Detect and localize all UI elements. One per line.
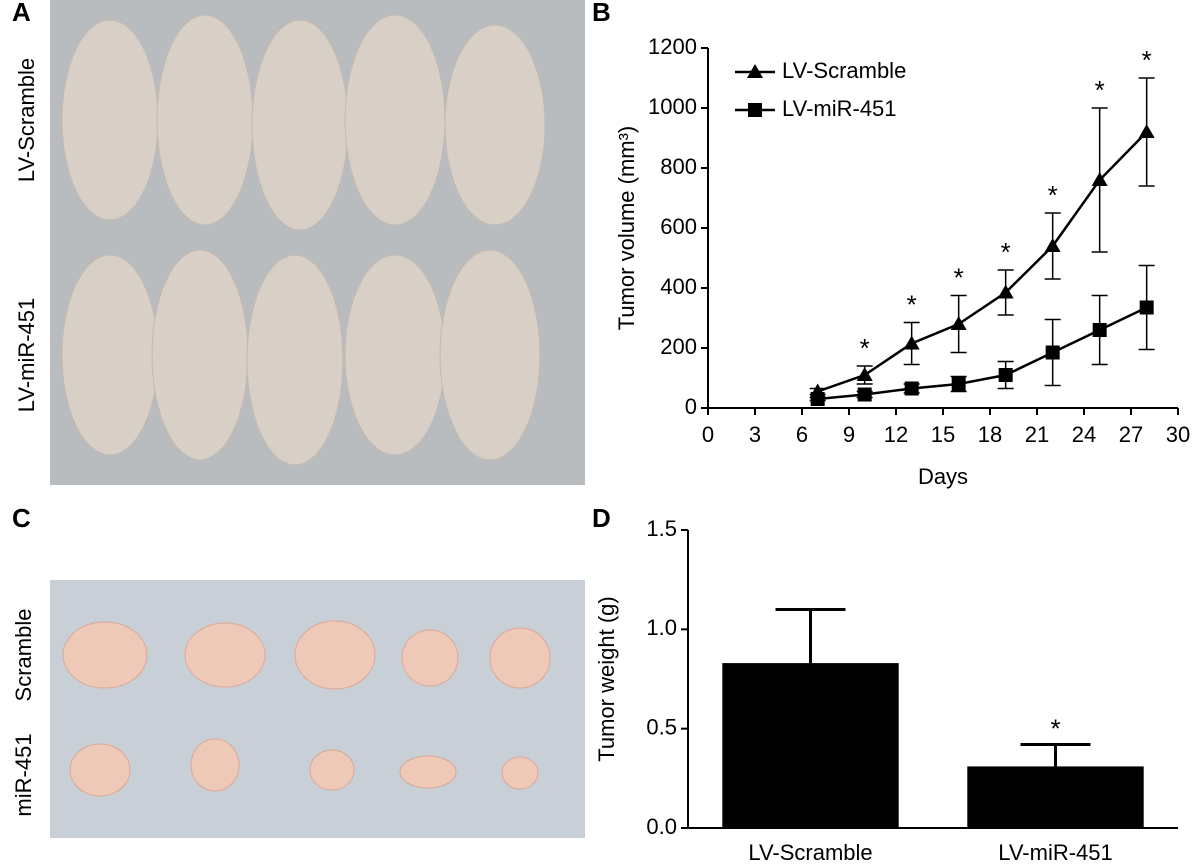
y-tick-label: 600 (660, 214, 697, 239)
x-tick-label: LV-miR-451 (998, 840, 1113, 865)
line (817, 306, 1148, 401)
legend-marker (747, 64, 763, 78)
marker (1138, 124, 1155, 138)
error-bar (775, 607, 846, 664)
legend-label: LV-Scramble (782, 58, 906, 83)
x-axis-label: Days (918, 464, 968, 489)
annotation: * (1048, 180, 1058, 210)
y-axis-label: Tumor weight (g) (594, 596, 619, 761)
x-tick-label: 27 (1119, 422, 1143, 447)
legend-marker (748, 103, 762, 117)
photo-label: Scramble (11, 609, 36, 702)
x-tick-label: 24 (1072, 422, 1096, 447)
y-tick-label: 0.0 (646, 814, 677, 839)
line (817, 131, 1148, 393)
x-tick-label: 18 (978, 422, 1002, 447)
photo-label: miR-451 (11, 733, 36, 816)
photo-label: LV-miR-451 (14, 298, 39, 413)
y-tick-label: 1000 (648, 94, 697, 119)
x-tick-label: 9 (843, 422, 855, 447)
annotation: * (860, 333, 870, 363)
marker (1139, 300, 1154, 315)
marker (904, 381, 919, 396)
annotation: * (1095, 75, 1105, 105)
annotation: * (954, 262, 964, 292)
bar (967, 766, 1144, 828)
marker (857, 387, 872, 402)
photo-label: LV-Scramble (14, 58, 39, 182)
marker (1044, 238, 1061, 252)
x-tick-label: 6 (796, 422, 808, 447)
x-tick-label: 3 (749, 422, 761, 447)
marker (997, 284, 1014, 299)
error-bar (1020, 743, 1091, 767)
bar (722, 663, 899, 828)
x-tick-label: LV-Scramble (748, 840, 872, 865)
marker (998, 368, 1013, 382)
y-tick-label: 400 (660, 274, 697, 299)
y-axis-label: Tumor volume (mm³) (614, 126, 639, 331)
x-tick-label: 12 (884, 422, 908, 447)
marker (1045, 345, 1060, 360)
panel-label: B (592, 0, 611, 27)
legend-label: LV-miR-451 (782, 96, 897, 121)
annotation: * (1142, 45, 1152, 75)
marker (1091, 172, 1108, 186)
mice (61, 14, 546, 466)
y-tick-label: 0 (685, 394, 697, 419)
y-tick-label: 800 (660, 154, 697, 179)
y-tick-label: 1.5 (646, 516, 677, 541)
marker (856, 367, 873, 381)
marker (1092, 323, 1107, 337)
y-tick-label: 1.0 (646, 615, 677, 640)
x-tick-label: 0 (702, 422, 714, 447)
y-tick-label: 200 (660, 334, 697, 359)
panel-label: D (592, 503, 611, 533)
y-tick-label: 1200 (648, 34, 697, 59)
photo-tumors (50, 580, 585, 838)
marker (810, 392, 825, 406)
x-tick-label: 21 (1025, 422, 1049, 447)
annotation: * (1001, 237, 1011, 267)
marker (903, 335, 920, 350)
marker (951, 377, 966, 391)
marker (950, 316, 967, 330)
y-tick-label: 0.5 (646, 714, 677, 739)
annotation: * (907, 289, 917, 319)
panel-label: A (12, 0, 31, 27)
tumors (62, 620, 551, 797)
annotation: * (1050, 713, 1060, 743)
x-tick-label: 30 (1166, 422, 1190, 447)
panel-label: C (12, 503, 31, 533)
x-tick-label: 15 (931, 422, 955, 447)
